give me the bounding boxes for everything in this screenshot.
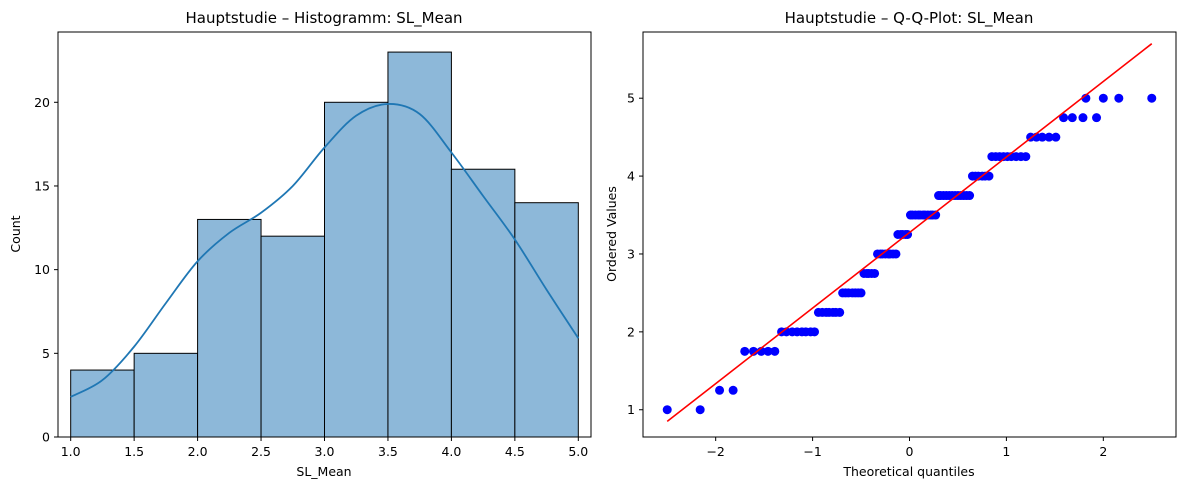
- qq-point: [1147, 93, 1157, 103]
- qq-y-axis-label: Ordered Values: [604, 186, 619, 282]
- histogram-x-tick-label: 4.5: [505, 444, 525, 459]
- qq-point: [715, 385, 725, 395]
- qq-point: [835, 307, 845, 317]
- qq-point: [1092, 113, 1102, 123]
- histogram-panel: 1.0 1.5 2.0 2.5 3.0 3.5 4.0 4.5 5.0 0 5 10 15 20 Hau…: [8, 9, 592, 479]
- qq-point: [740, 346, 750, 356]
- qq-fit-line: [666, 43, 1153, 423]
- histogram-title: Hauptstudie – Histogramm: SL_Mean: [185, 9, 462, 28]
- qq-point: [763, 346, 773, 356]
- histogram-x-tick-label: 2.5: [251, 444, 271, 459]
- qq-point: [695, 405, 705, 415]
- qq-point: [1098, 93, 1108, 103]
- histogram-x-tick-label: 1.0: [61, 444, 81, 459]
- qq-title: Hauptstudie – Q-Q-Plot: SL_Mean: [785, 9, 1034, 28]
- qq-point: [770, 346, 780, 356]
- histogram-bar: [260, 235, 325, 438]
- qq-point: [891, 249, 901, 259]
- qq-point: [984, 171, 994, 181]
- qq-x-tick-label: −2: [706, 444, 724, 459]
- histogram-y-tick-label: 10: [34, 262, 50, 277]
- qq-point: [1021, 152, 1031, 162]
- qq-point: [1114, 93, 1124, 103]
- qq-point: [1037, 132, 1047, 142]
- qq-point: [810, 327, 820, 337]
- histogram-bar: [324, 101, 389, 438]
- qq-x-ticks: −2 −1 0 1 2: [706, 437, 1107, 459]
- qq-y-ticks: 1 2 3 4 5: [627, 91, 643, 417]
- qq-y-tick-label: 3: [627, 246, 635, 261]
- histogram-bar: [450, 168, 516, 438]
- qq-point: [931, 210, 941, 220]
- qq-x-tick-label: 1: [1002, 444, 1010, 459]
- qq-point: [1059, 113, 1069, 123]
- histogram-y-tick-label: 0: [42, 430, 50, 445]
- qq-points: [662, 93, 1157, 415]
- histogram-x-tick-label: 3.5: [378, 444, 398, 459]
- histogram-x-tick-label: 3.0: [315, 444, 335, 459]
- histogram-x-axis-label: SL_Mean: [296, 464, 351, 479]
- histogram-y-ticks: 0 5 10 15 20: [34, 95, 58, 445]
- histogram-y-tick-label: 5: [42, 346, 50, 361]
- histogram-bar: [133, 352, 199, 438]
- qq-point: [1078, 113, 1088, 123]
- histogram-x-tick-label: 2.0: [188, 444, 208, 459]
- qq-y-tick-label: 5: [627, 91, 635, 106]
- qq-plot-panel: −2 −1 0 1 2 1 2 3 4 5 Hauptstudie – Q-Q-Plot: SL…: [604, 9, 1177, 479]
- qq-y-tick-label: 2: [627, 324, 635, 339]
- qq-x-axis-label: Theoretical quantiles: [842, 464, 974, 479]
- qq-point: [748, 346, 758, 356]
- qq-point: [870, 268, 880, 278]
- histogram-x-tick-label: 4.0: [441, 444, 461, 459]
- qq-point: [965, 191, 975, 201]
- qq-point: [856, 288, 866, 298]
- histogram-y-tick-label: 15: [34, 178, 50, 193]
- histogram-bar: [197, 218, 262, 438]
- qq-y-tick-label: 1: [627, 402, 635, 417]
- histogram-x-tick-label: 5.0: [568, 444, 588, 459]
- histogram-bar: [387, 51, 452, 438]
- histogram-x-tick-label: 1.5: [124, 444, 144, 459]
- histogram-kde-curve: [70, 103, 580, 398]
- qq-x-tick-label: 0: [906, 444, 914, 459]
- qq-point: [728, 385, 738, 395]
- qq-point: [662, 405, 672, 415]
- histogram-bars: [70, 51, 579, 438]
- qq-x-tick-label: −1: [803, 444, 821, 459]
- qq-x-tick-label: 2: [1099, 444, 1107, 459]
- qq-y-tick-label: 4: [627, 169, 635, 184]
- histogram-bar: [514, 202, 579, 438]
- qq-point: [1051, 132, 1061, 142]
- qq-point: [1044, 132, 1054, 142]
- histogram-y-tick-label: 20: [34, 95, 50, 110]
- qq-point: [1067, 113, 1077, 123]
- histogram-y-axis-label: Count: [8, 215, 23, 252]
- histogram-x-ticks: 1.0 1.5 2.0 2.5 3.0 3.5 4.0 4.5 5.0: [61, 437, 588, 459]
